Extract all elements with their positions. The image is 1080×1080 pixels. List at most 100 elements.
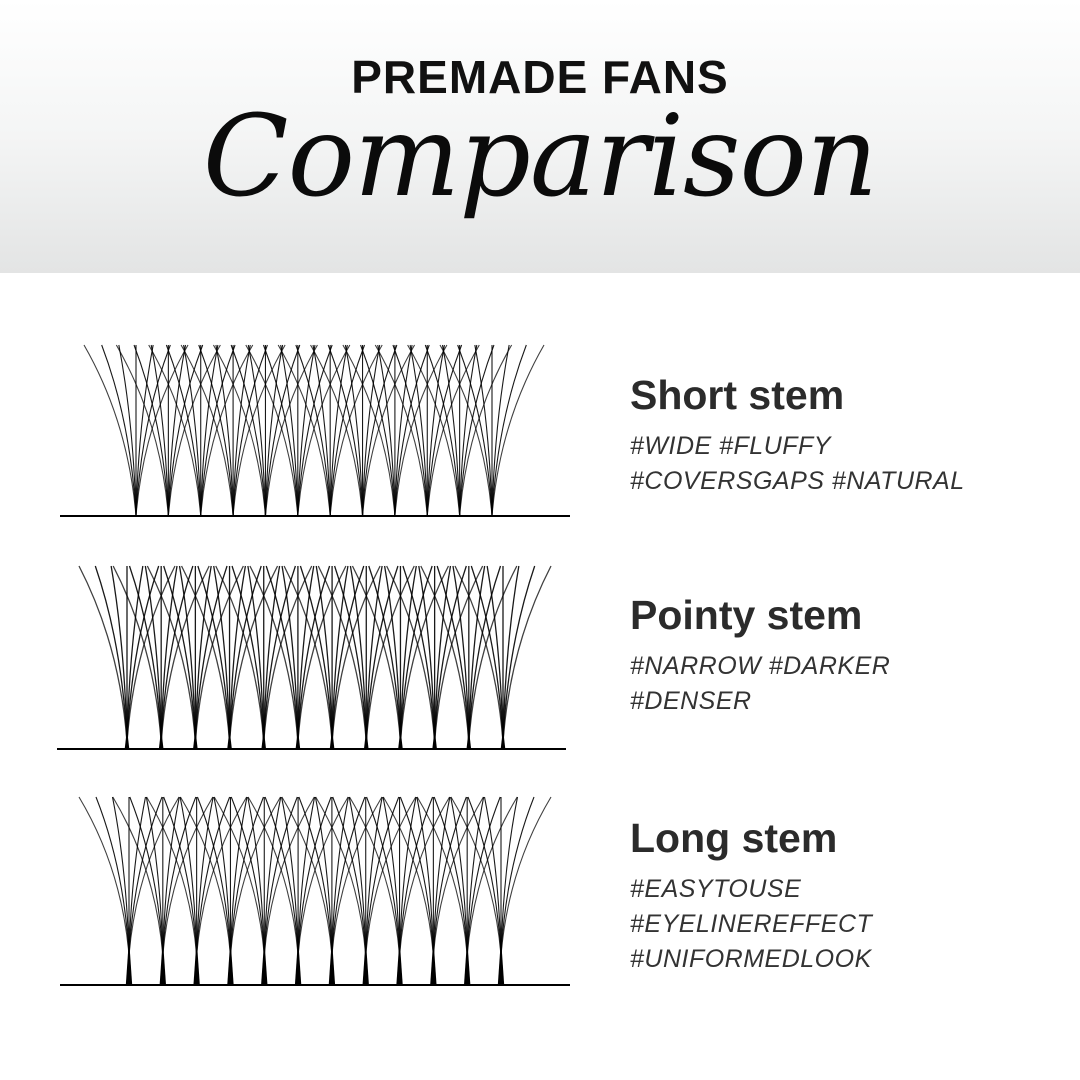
lash-hair <box>342 344 396 517</box>
item-pointy-stem: Pointy stem #NARROW #DARKER #DENSER <box>630 592 890 719</box>
lash-hair <box>399 565 433 743</box>
lash-hair <box>467 796 502 956</box>
lash-hair <box>394 344 413 517</box>
lash-hair <box>110 565 128 743</box>
lash-hair <box>167 344 204 517</box>
lash-hair <box>213 796 232 956</box>
lash-hair <box>426 344 480 517</box>
lash-fan <box>245 344 351 517</box>
lash-hair <box>126 565 176 743</box>
lash-fan <box>180 565 279 748</box>
lash-fan <box>212 344 318 517</box>
lash-hair <box>213 796 265 956</box>
lash-hair <box>94 565 128 743</box>
lash-hair <box>459 344 495 517</box>
lash-hair <box>433 796 468 956</box>
item-tags-line: #UNIFORMEDLOOK <box>630 945 872 973</box>
lash-fan <box>310 344 416 517</box>
lash-hair <box>196 796 214 956</box>
lash-hair <box>454 565 504 743</box>
item-title: Short stem <box>630 372 845 418</box>
lash-hair <box>468 565 502 743</box>
lash-hair <box>230 796 265 956</box>
lash-hair <box>420 565 470 743</box>
lash-hair <box>160 565 194 743</box>
lash-fan <box>215 565 313 748</box>
lash-stem <box>396 947 403 985</box>
lash-fan <box>281 796 383 985</box>
lash-hair <box>361 344 416 517</box>
lash-hair <box>394 344 430 517</box>
lash-hair <box>332 796 367 956</box>
lash-hair <box>331 565 365 743</box>
lash-hair <box>486 565 504 743</box>
lash-hair <box>500 796 519 956</box>
lash-hair <box>366 796 401 956</box>
lash-hair <box>112 565 162 743</box>
lash-hair <box>200 344 219 517</box>
lash-hair <box>150 344 169 517</box>
lash-hair <box>128 565 162 743</box>
header-banner: PREMADE FANS Comparison <box>0 0 1080 273</box>
lash-hair <box>200 344 254 517</box>
lash-hair <box>247 344 267 517</box>
lash-hair <box>194 565 212 743</box>
lash-stem <box>328 947 336 985</box>
lash-hair <box>194 565 228 743</box>
lash-hair <box>249 565 299 743</box>
lash-hair <box>167 344 221 517</box>
lash-fan <box>148 344 254 517</box>
lash-hair <box>247 796 265 956</box>
lash-row-long <box>60 796 570 986</box>
lash-hair <box>491 344 545 517</box>
lash-hair <box>163 565 197 743</box>
lash-stem <box>362 947 369 985</box>
lash-hair <box>452 565 470 743</box>
lash-hair <box>466 796 485 956</box>
lash-hair <box>264 344 301 517</box>
lash-fan <box>386 565 484 748</box>
lash-fan <box>351 565 450 748</box>
lash-hair <box>365 796 383 956</box>
lash-fan <box>78 565 176 748</box>
lash-stem <box>294 947 302 985</box>
lash-hair <box>297 344 333 517</box>
lash-hair <box>398 796 417 956</box>
lash-fan <box>416 796 518 985</box>
lash-hair <box>383 565 402 743</box>
lash-hair <box>441 344 461 517</box>
lash-hair <box>331 796 349 956</box>
lash-hair <box>399 565 450 743</box>
lash-hair <box>262 344 299 517</box>
lash-hair <box>331 565 349 743</box>
lash-hair <box>178 565 197 743</box>
lash-hair <box>333 565 367 743</box>
lash-hair <box>426 344 445 517</box>
lash-hair <box>146 565 197 743</box>
lash-fan <box>249 565 347 748</box>
lash-hair <box>200 344 236 517</box>
lash-hair <box>101 344 137 517</box>
lash-hair <box>295 344 331 517</box>
lash-hair <box>312 344 331 517</box>
lash-hair <box>245 344 299 517</box>
item-long-stem: Long stem #EASYTOUSE #EYELINEREFFECT #UN… <box>630 815 872 977</box>
lash-hair <box>129 796 164 956</box>
lash-hair <box>144 565 162 743</box>
lash-fan <box>213 796 315 985</box>
lash-hair <box>297 344 316 517</box>
lash-hair <box>263 565 313 743</box>
lash-hair <box>264 796 299 956</box>
lash-hair <box>500 796 535 956</box>
lash-hair <box>263 565 281 743</box>
lash-hair <box>160 565 210 743</box>
lash-hair <box>351 565 402 743</box>
lash-hair <box>491 344 527 517</box>
lash-hair <box>297 344 351 517</box>
lash-hair <box>314 796 333 956</box>
lash-hair <box>344 344 364 517</box>
lash-hair <box>297 565 315 743</box>
item-title: Pointy stem <box>630 592 863 638</box>
lash-hair <box>281 796 333 956</box>
lash-fan <box>283 565 381 748</box>
